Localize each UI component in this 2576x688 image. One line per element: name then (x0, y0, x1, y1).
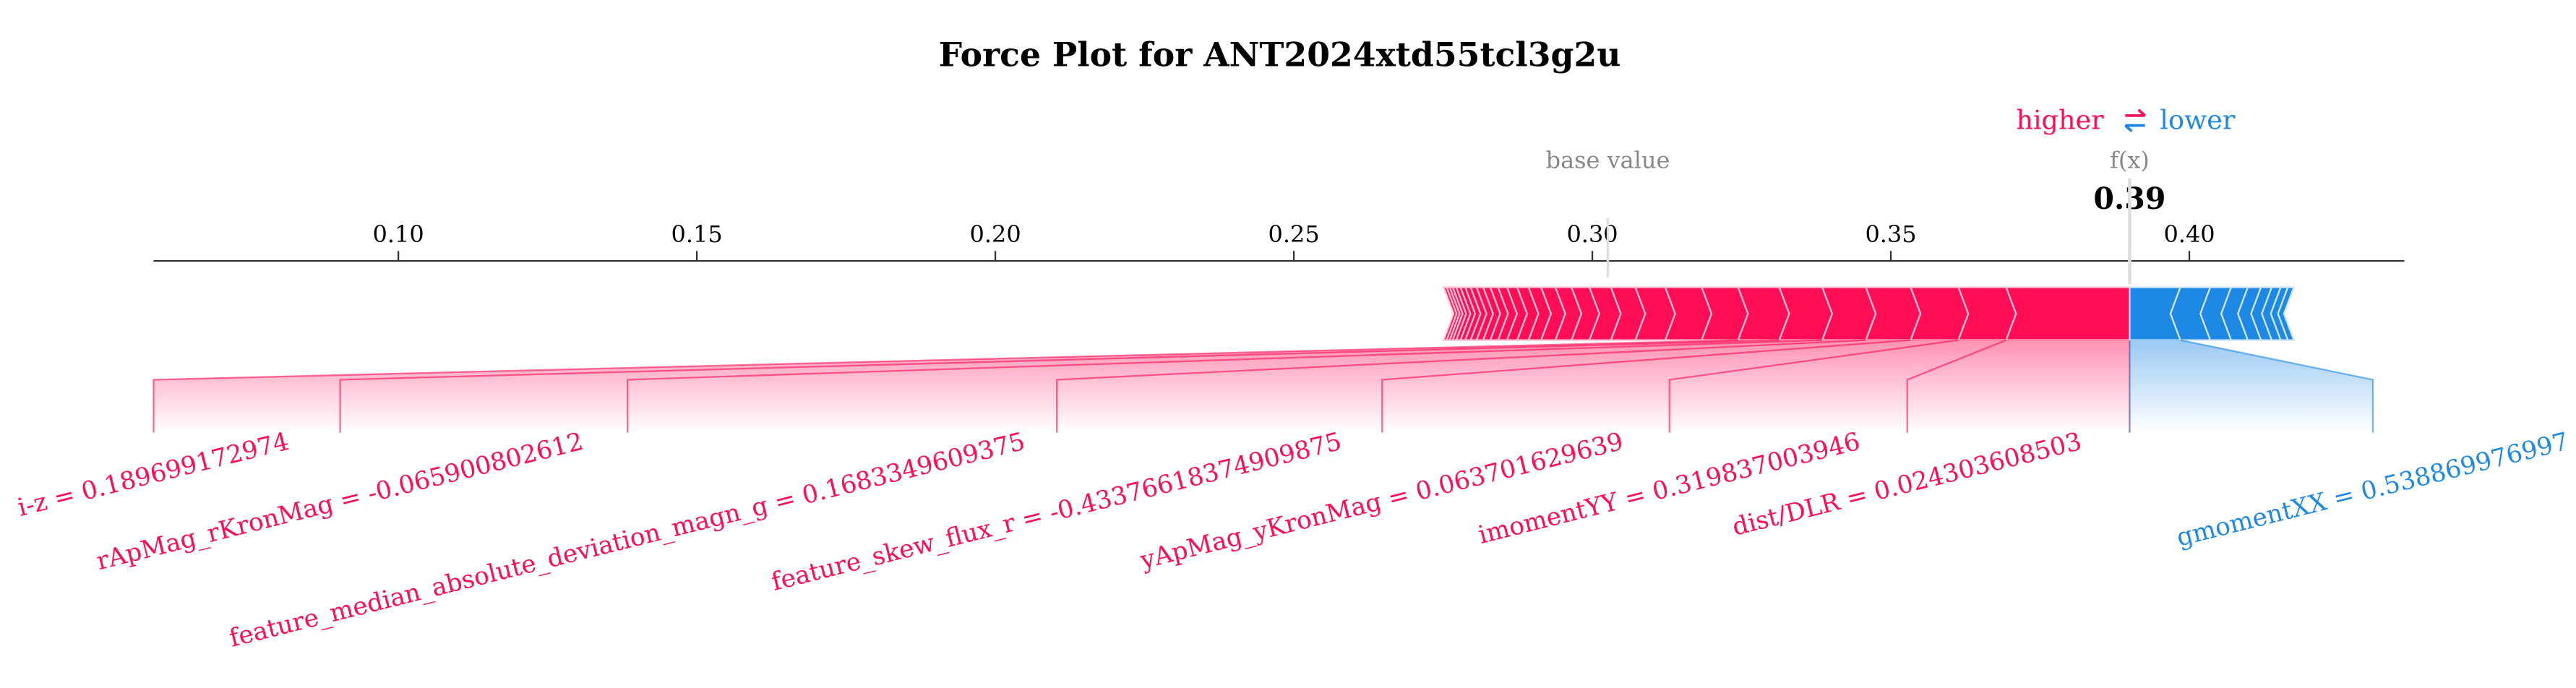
positive-feature-label: yApMag_yKronMag = 0.063701629639 (1137, 427, 1626, 575)
x-tick-label: 0.20 (970, 220, 1021, 248)
positive-connector (1056, 339, 1866, 433)
positive-segment (1442, 286, 1458, 341)
positive-shade (153, 340, 2130, 433)
x-tick-label: 0.10 (373, 220, 424, 248)
chart-title: Force Plot for ANT2024xtd55tcl3g2u (939, 35, 1621, 74)
positive-connector (153, 339, 1738, 433)
x-tick-label: 0.25 (1268, 220, 1319, 248)
positive-feature-label: imomentYY = 0.319837003946 (1475, 427, 1863, 550)
positive-segment (2004, 286, 2131, 341)
positive-connector (1381, 339, 1911, 433)
legend-lower: lower (2160, 105, 2236, 136)
positive-connector (1906, 339, 2006, 433)
legend-arrows (2124, 108, 2146, 133)
x-tick-label: 0.40 (2163, 220, 2215, 248)
positive-connector (339, 339, 1779, 433)
x-tick-label: 0.35 (1865, 220, 1916, 248)
x-tick-label: 0.15 (671, 220, 723, 248)
positive-connector (627, 339, 1823, 433)
positive-feature-label: dist/DLR = 0.024303608503 (1730, 427, 2085, 542)
x-tick-label: 0.30 (1566, 220, 1618, 248)
base-value-label: base value (1546, 146, 1670, 173)
positive-connector (1668, 339, 1959, 433)
negative-segment (2277, 286, 2296, 341)
positive-feature-label: feature_skew_flux_r = -0.433766183749098… (768, 427, 1344, 597)
negative-shade (2129, 340, 2373, 433)
output-label: f(x) (2110, 146, 2150, 173)
negative-connector (2180, 339, 2374, 433)
negative-feature-label: gmomentXX = 0.538869976997 (2173, 427, 2571, 553)
legend-higher: higher (2016, 105, 2104, 136)
